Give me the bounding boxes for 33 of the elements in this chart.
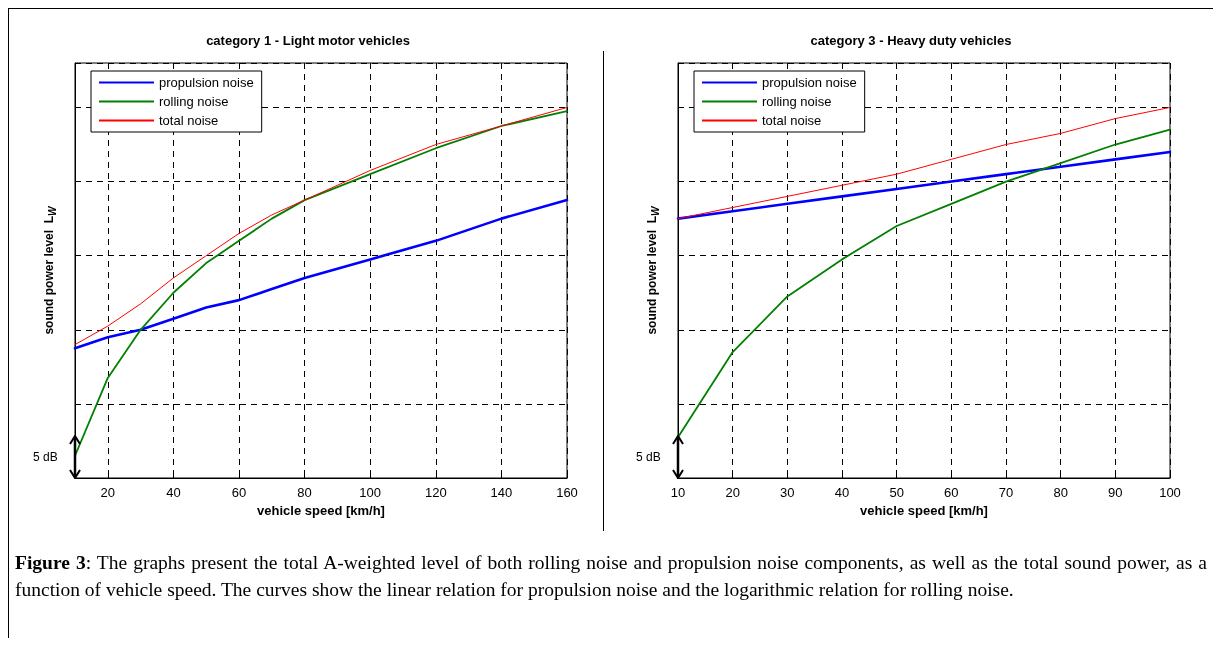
x-tick-label: 60: [231, 485, 247, 500]
x-tick-label: 80: [1053, 485, 1068, 500]
text: 5 dB: [636, 450, 661, 464]
x-tick-label: 50: [889, 485, 904, 500]
x-tick-label: 30: [780, 485, 795, 500]
legend-label: propulsion noise: [762, 75, 857, 90]
x-tick-label: 140: [490, 485, 513, 500]
x-tick-label: 90: [1108, 485, 1123, 500]
x-tick-label: 60: [944, 485, 959, 500]
x-tick-label: 100: [1159, 485, 1181, 500]
text: 5 dB: [33, 450, 58, 464]
x-tick-label: 20: [725, 485, 740, 500]
caption: Figure 3: The graphs present the total A-weighted level of both rolling noise and propulsion noise components, as well as the total sound power, as a function of vehicle speed. The curves show the linear relation for propulsion noise and the logarithmic relation for rolling noise.: [14, 551, 1208, 602]
x-tick-label: 40: [834, 485, 850, 500]
x-tick-label: 20: [100, 485, 116, 500]
legend-label: rolling noise: [159, 94, 229, 109]
legend-label: total noise: [762, 113, 822, 128]
legend-label: rolling noise: [762, 94, 832, 109]
x-tick-label: 10: [670, 485, 686, 500]
y-axis-title: sound power level LW: [645, 204, 661, 335]
x-axis-title: vehicle speed [km/h]: [257, 502, 385, 518]
chart-title: category 3 - Heavy duty vehicles: [810, 33, 1012, 48]
x-tick-label: 120: [424, 485, 447, 500]
legend-label: propulsion noise: [159, 75, 254, 90]
x-axis-title: vehicle speed [km/h]: [860, 502, 988, 518]
x-tick-label: 70: [998, 485, 1014, 500]
x-tick-label: 80: [297, 485, 312, 500]
x-tick-label: 160: [556, 485, 578, 500]
y-axis-title: sound power level LW: [42, 204, 58, 335]
legend-label: total noise: [159, 113, 219, 128]
x-tick-label: 40: [166, 485, 181, 500]
chart-title: category 1 - Light motor vehicles: [206, 33, 410, 48]
x-tick-label: 100: [359, 485, 382, 500]
